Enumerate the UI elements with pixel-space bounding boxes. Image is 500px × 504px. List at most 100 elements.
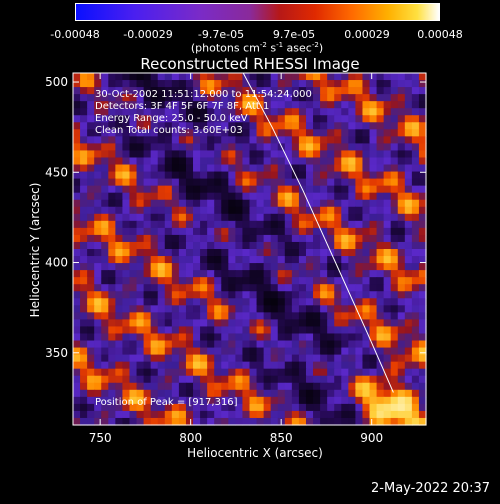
heatmap-cell — [383, 410, 392, 419]
heatmap-cell — [115, 256, 124, 264]
heatmap-cell — [341, 143, 349, 152]
heatmap-cell — [94, 129, 102, 137]
heatmap-cell — [136, 389, 145, 398]
heatmap-cell — [383, 136, 392, 144]
heatmap-cell — [256, 213, 265, 222]
heatmap-cell — [242, 178, 251, 187]
heatmap-cell — [383, 101, 392, 109]
heatmap-cell — [383, 227, 392, 236]
heatmap-cell — [157, 256, 166, 264]
heatmap-cell — [320, 354, 328, 363]
heatmap-cell — [298, 101, 307, 109]
heatmap-cell — [298, 263, 307, 271]
heatmap-cell — [397, 192, 406, 201]
heatmap-cell — [207, 108, 215, 116]
heatmap-cell — [129, 333, 138, 342]
heatmap-cell — [80, 150, 88, 159]
heatmap-cell — [108, 312, 116, 320]
heatmap-cell — [207, 94, 215, 102]
heatmap-cell — [129, 143, 138, 152]
heatmap-cell — [383, 178, 392, 187]
heatmap-cell — [122, 241, 131, 250]
heatmap-cell — [291, 234, 300, 243]
heatmap-cell — [207, 129, 215, 137]
heatmap-cell — [94, 227, 102, 236]
heatmap-cell — [369, 220, 378, 229]
heatmap-cell — [235, 94, 244, 102]
heatmap-cell — [404, 256, 413, 264]
heatmap-cell — [411, 185, 420, 194]
heatmap-cell — [327, 319, 335, 328]
heatmap-cell — [270, 185, 279, 194]
heatmap-cell — [404, 115, 413, 123]
heatmap-cell — [348, 241, 356, 250]
heatmap-cell — [73, 150, 81, 159]
heatmap-cell — [157, 298, 166, 306]
heatmap-cell — [320, 375, 328, 384]
heatmap-cell — [313, 220, 321, 229]
heatmap-cell — [235, 256, 244, 264]
heatmap-cell — [320, 227, 328, 236]
heatmap-cell — [284, 115, 293, 123]
heatmap-cell — [313, 80, 321, 88]
heatmap-cell — [185, 185, 194, 194]
heatmap-cell — [390, 361, 399, 370]
heatmap-cell — [87, 171, 95, 180]
heatmap-cell — [178, 382, 187, 391]
heatmap-cell — [242, 171, 251, 180]
heatmap-cell — [143, 396, 152, 405]
heatmap-cell — [270, 333, 279, 342]
heatmap-cell — [355, 150, 364, 159]
heatmap-cell — [164, 185, 173, 194]
heatmap-cell — [193, 340, 201, 349]
heatmap-cell — [369, 319, 378, 328]
heatmap-cell — [341, 101, 349, 109]
heatmap-cell — [334, 312, 342, 320]
heatmap-cell — [193, 354, 201, 363]
heatmap-cell — [207, 73, 215, 81]
heatmap-cell — [193, 157, 201, 166]
heatmap-cell — [178, 368, 187, 377]
heatmap-cell — [136, 403, 145, 412]
heatmap-cell — [277, 284, 286, 292]
heatmap-cell — [242, 73, 251, 81]
heatmap-cell — [185, 234, 194, 243]
heatmap-cell — [101, 80, 109, 88]
heatmap-cell — [108, 213, 116, 222]
heatmap-cell — [348, 291, 356, 299]
heatmap-cell — [115, 157, 124, 166]
heatmap-cell — [270, 382, 279, 391]
heatmap-cell — [390, 277, 399, 285]
heatmap-cell — [263, 312, 272, 320]
heatmap-cell — [249, 185, 258, 194]
heatmap-cell — [87, 396, 95, 405]
heatmap-cell — [369, 80, 378, 88]
heatmap-cell — [157, 305, 166, 313]
heatmap-cell — [228, 178, 236, 187]
heatmap-cell — [418, 108, 427, 116]
heatmap-cell — [157, 312, 166, 320]
heatmap-cell — [284, 277, 293, 285]
heatmap-cell — [193, 396, 201, 405]
heatmap-cell — [143, 185, 152, 194]
heatmap-cell — [73, 256, 81, 264]
heatmap-cell — [185, 333, 194, 342]
heatmap-cell — [242, 368, 251, 377]
heatmap-cell — [122, 192, 131, 201]
heatmap-cell — [263, 249, 272, 257]
heatmap-cell — [178, 396, 187, 405]
heatmap-cell — [129, 234, 138, 243]
heatmap-cell — [256, 305, 265, 313]
heatmap-cell — [390, 108, 399, 116]
heatmap-cell — [178, 241, 187, 250]
heatmap-cell — [355, 80, 364, 88]
heatmap-cell — [143, 94, 152, 102]
heatmap-cell — [341, 164, 349, 173]
heatmap-cell — [80, 319, 88, 328]
heatmap-cell — [193, 234, 201, 243]
heatmap-cell — [277, 234, 286, 243]
heatmap-cell — [334, 361, 342, 370]
heatmap-cell — [256, 108, 265, 116]
heatmap-cell — [101, 101, 109, 109]
heatmap-cell — [277, 150, 286, 159]
